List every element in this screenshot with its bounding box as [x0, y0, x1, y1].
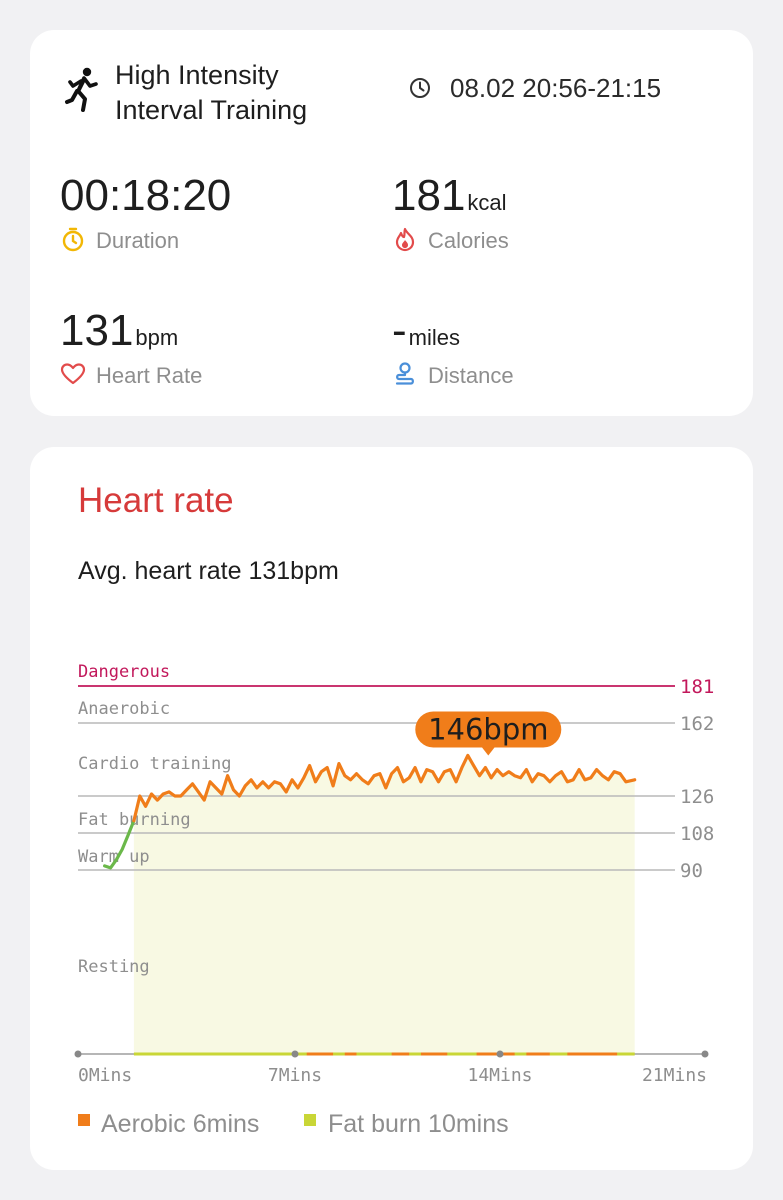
workout-title: High Intensity Interval Training — [115, 58, 307, 128]
duration-value: 00:18:20 — [60, 172, 231, 220]
heart-rate-unit: bpm — [135, 325, 179, 350]
x-tick-label-3: 21Mins — [642, 1065, 707, 1086]
peak-callout-label: 146bpm — [428, 712, 548, 746]
heart-rate-series-line — [132, 753, 637, 823]
calories-label: Calories — [428, 228, 509, 253]
clock-icon — [410, 78, 430, 98]
legend-swatch-aerobic — [78, 1114, 90, 1126]
peak-callout-bubble — [415, 711, 562, 748]
zone-label-resting: Resting — [78, 957, 150, 977]
workout-title-line2: Interval Training — [115, 95, 308, 125]
x-tick-label-1: 7Mins — [268, 1065, 322, 1086]
heart-rate-card: Heart rate Avg. heart rate 131bpm 181 162… — [30, 447, 753, 1170]
peak-callout-pointer — [481, 746, 496, 756]
average-heart-rate: Avg. heart rate 131bpm — [78, 557, 339, 585]
x-tick-dot-3 — [701, 1050, 709, 1058]
chart-area-fill — [133, 755, 635, 1054]
y-tick-108: 108 — [680, 823, 714, 845]
calories-number: 181 — [392, 171, 466, 220]
distance-label: Distance — [428, 363, 514, 388]
duration-label: Duration — [96, 228, 180, 253]
x-tick-dot-2 — [496, 1050, 504, 1058]
zone-label-anaerobic: Anaerobic — [78, 699, 170, 719]
zone-label-cardio-training: Cardio training — [78, 754, 232, 774]
x-tick-dot-0 — [74, 1050, 82, 1058]
y-tick-181: 181 — [680, 676, 714, 698]
x-tick-dot-1 — [291, 1050, 299, 1058]
y-tick-90: 90 — [680, 860, 703, 882]
workout-title-line1: High Intensity — [115, 60, 279, 90]
workout-time-range: 08.02 20:56-21:15 — [450, 73, 662, 103]
zone-label-warm-up: Warm up — [78, 847, 150, 867]
x-tick-label-0: 0Mins — [78, 1065, 132, 1086]
y-tick-126: 126 — [680, 786, 714, 808]
heart-rate-value: 131bpm — [60, 307, 178, 362]
x-tick-label-2: 14Mins — [467, 1065, 532, 1086]
route-pin-icon — [395, 362, 414, 385]
heart-rate-section-title: Heart rate — [78, 481, 234, 520]
heart-rate-label: Heart Rate — [96, 363, 203, 388]
distance-value: -miles — [392, 307, 460, 362]
distance-unit: miles — [408, 325, 460, 350]
heart-icon — [60, 363, 86, 385]
heart-rate-chart: 181 162 126 108 90 Dangerous Anaerobic Cardio t… — [74, 662, 714, 1086]
running-person-icon — [65, 67, 98, 112]
zone-label-dangerous: Dangerous — [78, 662, 170, 682]
calories-unit: kcal — [467, 190, 507, 215]
warmup-series-line — [102, 819, 136, 870]
distance-number: - — [392, 306, 407, 355]
duration-number: 00:18:20 — [60, 171, 232, 220]
workout-summary-card: High Intensity Interval Training 08.02 2… — [30, 30, 753, 416]
legend-label-fat-burn: Fat burn 10mins — [328, 1110, 509, 1138]
flame-icon — [395, 227, 415, 252]
heart-rate-number: 131 — [60, 306, 134, 355]
y-tick-162: 162 — [680, 713, 714, 735]
calories-value: 181kcal — [392, 172, 507, 227]
legend-label-aerobic: Aerobic 6mins — [101, 1110, 260, 1138]
legend-swatch-fat-burn — [304, 1114, 316, 1126]
stopwatch-icon — [62, 227, 84, 252]
